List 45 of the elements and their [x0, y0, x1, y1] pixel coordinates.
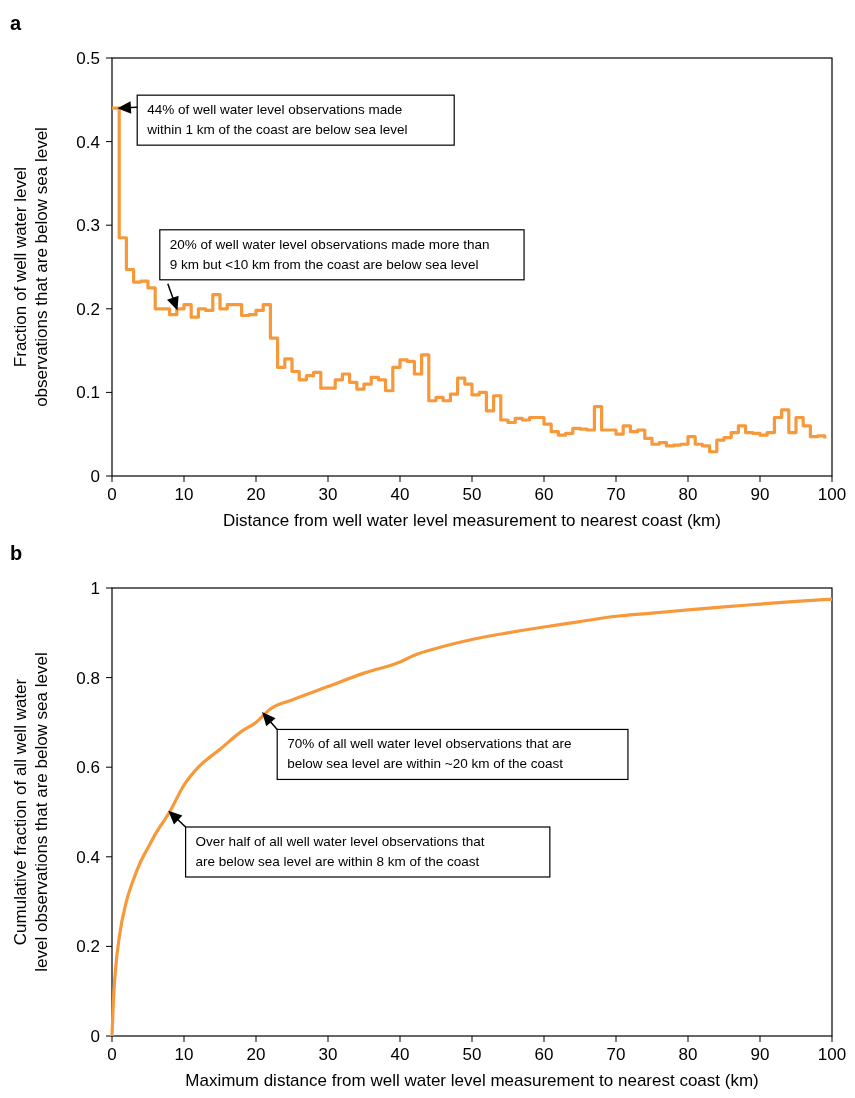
x-tick-label: 10	[174, 485, 194, 504]
x-tick-label: 70	[606, 1045, 626, 1064]
y-tick-label: 0.4	[76, 132, 100, 152]
x-tick-label: 50	[462, 485, 482, 504]
annotation: Over half of all well water level observations that are below sea level are within 8 km of the coast	[195, 834, 485, 869]
x-tick-label: 10	[174, 1045, 194, 1064]
y-tick-label: 0.5	[76, 49, 100, 68]
x-tick-label: 30	[318, 1045, 338, 1064]
x-tick-label: 100	[817, 1045, 847, 1064]
x-tick-label: 50	[462, 1045, 482, 1064]
x-tick-label: 20	[246, 1045, 266, 1064]
annotation: 70% of all well water level observations that are below sea level are within ~20 km of the coast	[287, 736, 572, 772]
x-tick-label: 30	[318, 485, 338, 504]
x-tick-label: 0	[107, 485, 117, 504]
annotation: 20% of well water level observations made more than 9 km but <10 km from the coast are below sea level	[169, 236, 490, 272]
y-axis-title: Cumulative fraction of all well water level observations that are below sea level	[11, 652, 51, 972]
line-series	[110, 597, 834, 1038]
x-tick-label: 100	[817, 485, 847, 504]
x-axis-title: Distance from well water level measurement to nearest coast (km)	[223, 511, 721, 530]
x-axis-title: Maximum distance from well water level measurement to nearest coast (km)	[185, 1071, 759, 1090]
y-tick-label: 0.2	[76, 937, 100, 957]
y-tick-label: 0.3	[76, 216, 100, 236]
annotation: 44% of well water level observations made within 1 km of the coast are below sea level	[146, 102, 408, 138]
x-tick-label: 80	[678, 485, 698, 504]
x-tick-label: 80	[678, 1045, 698, 1064]
y-tick-label: 0.2	[76, 299, 100, 319]
x-tick-label: 20	[246, 485, 266, 504]
y-tick-label: 1	[90, 579, 100, 598]
y-tick-label: 0	[90, 467, 100, 486]
x-tick-label: 40	[390, 485, 410, 504]
x-tick-label: 40	[390, 1045, 410, 1064]
chart-title: a	[10, 12, 22, 34]
y-tick-label: 0	[90, 1027, 100, 1046]
x-tick-label: 90	[750, 1045, 770, 1064]
y-axis-title: Fraction of well water level observations that are below sea level	[11, 127, 51, 407]
chart-title: b	[10, 542, 23, 564]
y-tick-label: 0.8	[76, 668, 100, 688]
x-tick-label: 60	[534, 1045, 554, 1064]
x-tick-label: 60	[534, 485, 554, 504]
y-tick-label: 0.4	[76, 847, 100, 867]
y-tick-label: 0.1	[76, 383, 100, 403]
x-tick-label: 70	[606, 485, 626, 504]
y-tick-label: 0.6	[76, 758, 100, 778]
x-tick-label: 90	[750, 485, 770, 504]
x-tick-label: 0	[107, 1045, 117, 1064]
